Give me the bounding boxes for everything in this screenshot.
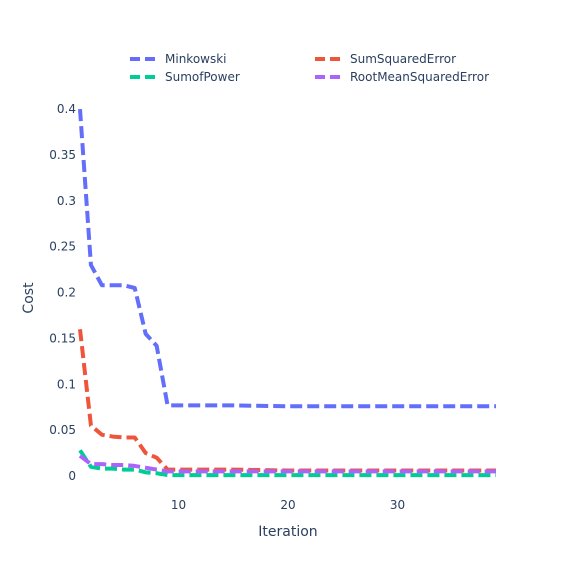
legend-item-sumsquarederror[interactable]: SumSquaredError	[315, 52, 456, 66]
legend: Minkowski SumSquaredError SumofPower RootMe…	[130, 52, 489, 84]
legend-label: SumofPower	[165, 70, 240, 84]
x-axis-title: Iteration	[258, 524, 317, 540]
legend-label: Minkowski	[165, 52, 227, 66]
y-axis-title: Cost	[21, 282, 37, 314]
y-tick-label: 0.1	[57, 377, 76, 391]
series-line-sumsquarederror	[80, 329, 496, 470]
y-tick-label: 0.15	[49, 331, 76, 345]
series-line-minkowski	[80, 109, 496, 406]
x-tick-label: 20	[280, 498, 295, 512]
x-tick-label: 10	[171, 498, 186, 512]
y-axis-ticks: 0 0.05 0.1 0.15 0.2 0.25 0.3 0.35 0.4	[49, 102, 76, 483]
legend-item-sumofpower[interactable]: SumofPower	[130, 70, 240, 84]
y-tick-label: 0.35	[49, 148, 76, 162]
y-tick-label: 0.05	[49, 423, 76, 437]
plot-area	[80, 109, 496, 475]
y-tick-label: 0.25	[49, 240, 76, 254]
y-tick-label: 0.4	[57, 102, 76, 116]
y-tick-label: 0	[68, 469, 76, 483]
legend-label: RootMeanSquaredError	[350, 70, 489, 84]
y-tick-label: 0.2	[57, 286, 76, 300]
legend-item-rootmeansquarederror[interactable]: RootMeanSquaredError	[315, 70, 489, 84]
x-axis-ticks: 10 20 30	[171, 498, 405, 512]
legend-label: SumSquaredError	[350, 52, 456, 66]
x-tick-label: 30	[390, 498, 405, 512]
legend-item-minkowski[interactable]: Minkowski	[130, 52, 227, 66]
y-tick-label: 0.3	[57, 194, 76, 208]
